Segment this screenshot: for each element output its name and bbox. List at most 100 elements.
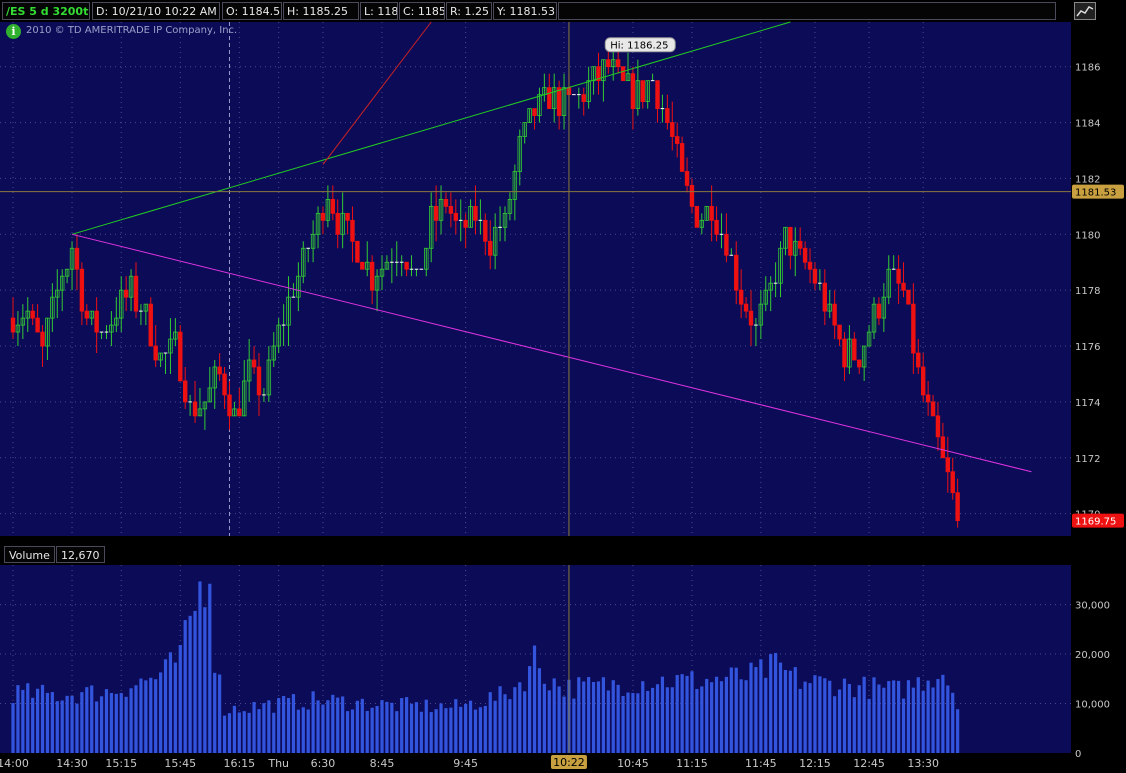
candle-body <box>788 226 793 256</box>
candle-body <box>360 261 365 270</box>
volume-bar <box>173 662 177 753</box>
volume-bar <box>311 691 315 753</box>
chart-settings-icon[interactable] <box>1074 2 1096 20</box>
candle-body <box>433 205 439 221</box>
candle-body <box>675 136 680 144</box>
volume-bar <box>119 693 123 753</box>
volume-bar <box>139 678 143 753</box>
candle-body <box>10 317 16 333</box>
candle-body <box>507 198 513 214</box>
candle-body <box>242 380 247 417</box>
volume-bar <box>577 677 581 753</box>
candle-body <box>266 359 272 396</box>
candle-body <box>916 352 921 368</box>
header-spacer <box>558 2 1056 20</box>
volume-bar <box>409 703 414 753</box>
candle-body <box>684 171 690 186</box>
volume-bar <box>188 615 192 753</box>
symbol-field[interactable]: /ES 5 d 3200t <box>2 2 90 20</box>
volume-bar <box>21 689 25 753</box>
candle-body <box>522 122 527 137</box>
candle-body <box>330 198 335 214</box>
volume-bar <box>336 697 340 753</box>
volume-bar <box>901 698 906 753</box>
candle-body <box>40 331 45 347</box>
volume-bar <box>769 654 773 753</box>
candle-body <box>552 87 557 109</box>
volume-bar <box>286 698 291 753</box>
candle-body <box>217 366 222 375</box>
volume-bar <box>291 694 296 753</box>
candle-body <box>852 338 857 361</box>
volume-bar <box>877 684 881 753</box>
volume-bar <box>572 698 576 753</box>
volume-bar <box>208 583 212 753</box>
volume-bar <box>414 702 419 753</box>
volume-bar <box>655 684 660 753</box>
candle-body <box>178 331 183 382</box>
candle-body <box>532 108 537 116</box>
candle-body <box>886 268 891 298</box>
volume-bar <box>778 662 783 753</box>
volume-bar <box>956 709 960 753</box>
candle-body <box>709 205 714 221</box>
volume-bar <box>183 620 187 753</box>
volume-bar <box>714 676 719 753</box>
price-tick-label: 1174 <box>1075 398 1100 409</box>
volume-bar <box>380 700 384 753</box>
candle-body <box>315 212 321 235</box>
volume-bar <box>449 707 453 753</box>
candle-body <box>556 87 562 116</box>
volume-bar <box>296 709 300 753</box>
volume-bar <box>916 677 920 753</box>
candle-body <box>153 345 158 361</box>
candle-body <box>778 247 783 284</box>
info-icon[interactable]: i <box>6 24 21 39</box>
candle-body <box>586 80 591 103</box>
volume-bar <box>70 695 74 753</box>
volume-bar <box>26 683 30 753</box>
candle-body <box>689 185 695 207</box>
candle-body <box>896 268 901 284</box>
candle-body <box>404 261 409 270</box>
volume-bar <box>690 671 694 753</box>
candle-body <box>561 87 567 116</box>
price-tick-label: 1176 <box>1075 342 1100 353</box>
axis-labels: 117011721174117611781180118211841186010,… <box>0 37 1124 770</box>
candle-body <box>128 275 134 298</box>
volume-bar <box>764 677 768 753</box>
volume-bar <box>478 707 482 753</box>
last-price-label: 1169.75 <box>1075 517 1116 528</box>
candle-body <box>783 226 788 249</box>
volume-bar <box>498 686 502 753</box>
candle-body <box>930 401 936 417</box>
candle-body <box>635 80 641 109</box>
candle-body <box>950 471 955 494</box>
volume-bar <box>528 666 532 753</box>
candle-body <box>424 247 429 270</box>
volume-bar <box>237 712 241 753</box>
volume-bar <box>252 702 256 753</box>
volume-bar <box>242 711 246 753</box>
candle-body <box>502 212 508 228</box>
volume-bar <box>700 686 704 753</box>
volume-bar <box>405 697 409 753</box>
trendlines[interactable] <box>71 21 1032 473</box>
volume-bar <box>370 707 374 753</box>
volume-bar <box>941 674 945 753</box>
volume-bar <box>75 703 79 753</box>
volume-bar <box>95 701 99 753</box>
volume-bar <box>331 694 335 753</box>
candle-body <box>734 254 739 291</box>
candle-body <box>620 66 626 82</box>
candle-body <box>473 205 478 221</box>
candle-body <box>320 212 326 221</box>
candle-body <box>133 275 139 312</box>
volume-bar <box>931 687 935 753</box>
volume-bar <box>434 709 438 753</box>
low-field: L: 1184 <box>360 2 398 20</box>
price-panel[interactable] <box>0 22 1071 536</box>
panel-separator[interactable] <box>0 536 1126 545</box>
volume-bar <box>99 696 104 753</box>
